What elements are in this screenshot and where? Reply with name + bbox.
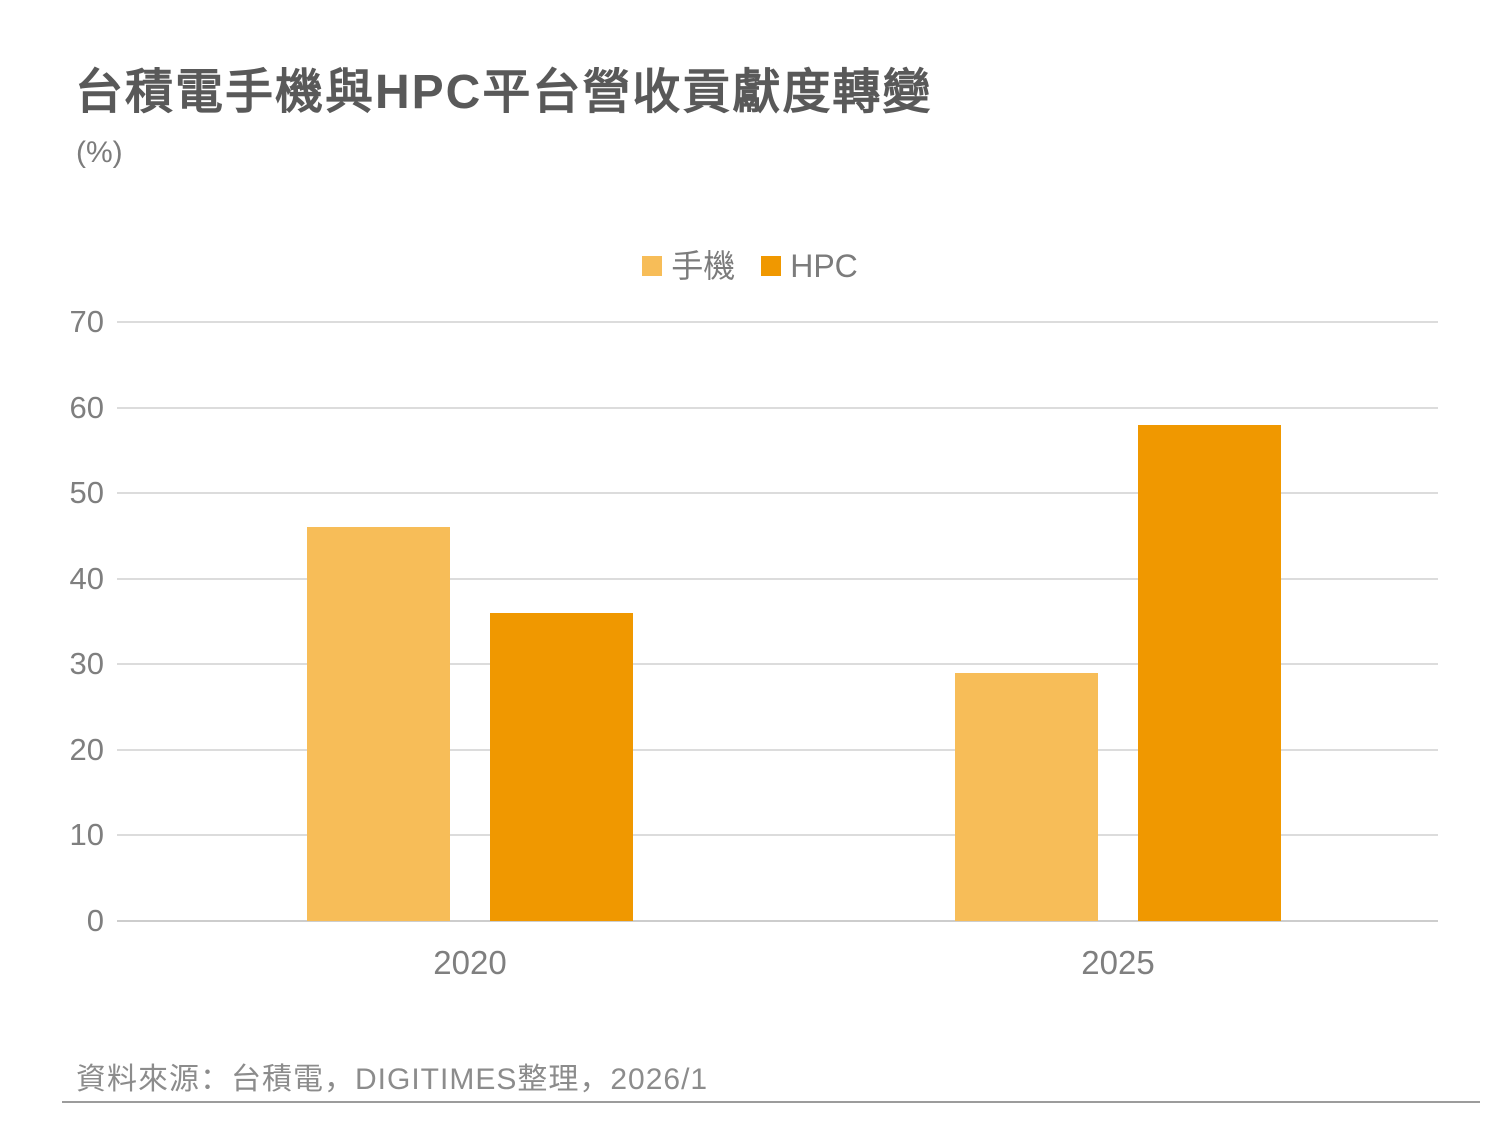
y-tick-label-70: 70: [69, 304, 104, 339]
gridline-y30: [117, 663, 1438, 666]
bar-series1-2025: [1138, 424, 1281, 921]
legend: 手機 HPC: [0, 250, 1500, 282]
legend-label-mobile: 手機: [671, 248, 736, 284]
gridline-y10: [117, 834, 1438, 837]
gridline-y20: [117, 748, 1438, 751]
gridline-y50: [117, 492, 1438, 495]
gridline-y40: [117, 577, 1438, 580]
y-tick-label-30: 30: [69, 646, 104, 682]
y-tick-label-0: 0: [86, 903, 104, 938]
source-note: 資料來源：台積電，DIGITIMES整理，2026/1: [76, 1063, 709, 1096]
page-title: 台積電手機與HPC平台營收貢獻度轉變: [75, 66, 933, 119]
y-tick-label-10: 10: [69, 817, 104, 853]
legend-swatch-mobile-icon: [642, 256, 663, 276]
legend-item-hpc: HPC: [761, 250, 858, 282]
x-tick-label-2025: 2025: [1081, 944, 1155, 981]
bar-series0-2020: [307, 527, 450, 921]
legend-swatch-hpc-icon: [761, 256, 782, 276]
y-tick-label-20: 20: [69, 731, 104, 767]
bottom-divider: [62, 1101, 1480, 1103]
legend-item-mobile: 手機: [642, 250, 735, 282]
x-tick-label-2020: 2020: [433, 944, 507, 981]
legend-label-hpc: HPC: [790, 248, 858, 284]
gridline-y60: [117, 406, 1438, 409]
y-tick-label-40: 40: [69, 560, 104, 596]
y-axis-unit-label: (%): [76, 136, 123, 169]
gridline-y70: [117, 321, 1438, 323]
plot-area: 70 60 50 40 30 20 10 0 2020 2025: [70, 306, 1438, 981]
y-tick-label-50: 50: [69, 475, 104, 511]
bar-series1-2020: [490, 612, 633, 921]
y-tick-label-60: 60: [69, 389, 104, 425]
gridline-y0: [117, 920, 1438, 922]
bar-series0-2025: [955, 672, 1098, 921]
